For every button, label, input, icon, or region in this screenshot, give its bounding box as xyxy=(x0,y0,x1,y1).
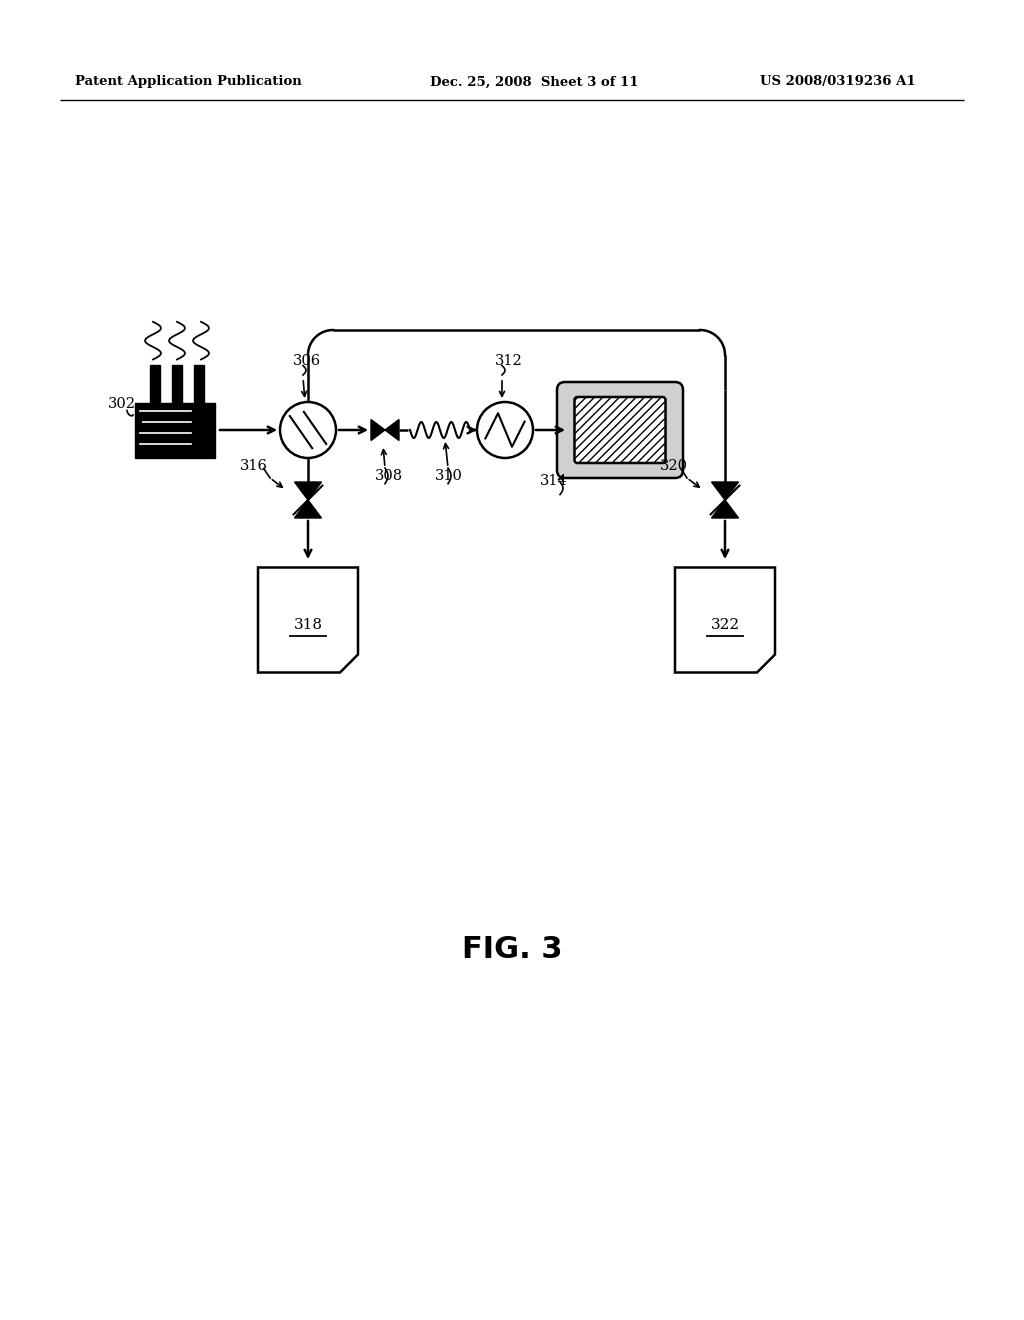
Polygon shape xyxy=(385,420,399,441)
FancyBboxPatch shape xyxy=(574,397,666,463)
Polygon shape xyxy=(295,482,322,500)
Text: 308: 308 xyxy=(375,469,403,483)
Text: 320: 320 xyxy=(660,459,688,473)
Polygon shape xyxy=(295,500,322,517)
Text: FIG. 3: FIG. 3 xyxy=(462,936,562,965)
Text: 302: 302 xyxy=(108,397,136,411)
Text: 322: 322 xyxy=(711,618,739,632)
Text: 312: 312 xyxy=(495,354,522,368)
Text: 318: 318 xyxy=(294,618,323,632)
Polygon shape xyxy=(371,420,385,441)
Bar xyxy=(150,364,160,408)
Polygon shape xyxy=(675,568,775,672)
Text: 316: 316 xyxy=(240,459,268,473)
Bar xyxy=(194,364,204,408)
Polygon shape xyxy=(712,482,738,500)
Bar xyxy=(135,403,215,458)
Text: US 2008/0319236 A1: US 2008/0319236 A1 xyxy=(760,75,915,88)
Polygon shape xyxy=(712,500,738,517)
Text: Dec. 25, 2008  Sheet 3 of 11: Dec. 25, 2008 Sheet 3 of 11 xyxy=(430,75,639,88)
Text: 306: 306 xyxy=(293,354,322,368)
FancyBboxPatch shape xyxy=(557,381,683,478)
Text: Patent Application Publication: Patent Application Publication xyxy=(75,75,302,88)
Bar xyxy=(172,364,182,408)
Text: 314: 314 xyxy=(540,474,567,488)
Text: 310: 310 xyxy=(435,469,463,483)
Polygon shape xyxy=(258,568,358,672)
